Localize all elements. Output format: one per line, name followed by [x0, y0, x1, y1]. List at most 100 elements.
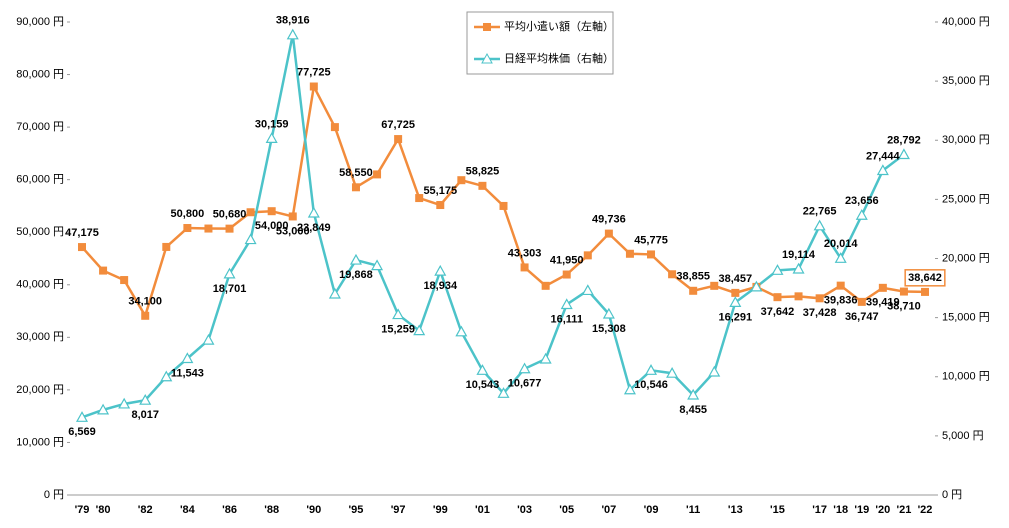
point: [246, 208, 255, 217]
x-tick-label: '20: [875, 504, 890, 516]
data-label: 53,000: [276, 225, 310, 237]
data-label: 15,259: [381, 323, 415, 335]
data-label: 6,569: [68, 426, 96, 438]
point: [773, 293, 782, 302]
point: [434, 264, 447, 276]
data-label: 10,677: [508, 378, 542, 390]
y2-tick-label: 0 円: [942, 489, 962, 501]
point: [225, 224, 234, 233]
y-tick-label: 50,000 円: [16, 226, 64, 238]
point: [899, 287, 908, 296]
point: [813, 219, 826, 231]
point: [286, 28, 299, 40]
series-line: [81, 34, 905, 419]
data-label: 22,765: [803, 206, 837, 218]
point: [99, 266, 108, 275]
x-tick-label: '15: [770, 504, 785, 516]
point: [794, 292, 803, 301]
point: [478, 181, 487, 190]
point: [668, 270, 677, 279]
x-tick-label: '82: [138, 504, 153, 516]
data-label: 50,800: [171, 208, 205, 220]
data-label: 10,543: [466, 379, 500, 391]
data-label: 19,114: [782, 249, 816, 261]
data-label: 19,868: [339, 269, 373, 281]
point: [160, 370, 173, 382]
point: [307, 206, 320, 218]
x-tick-label: '99: [433, 504, 448, 516]
y-tick-label: 90,000 円: [16, 16, 64, 28]
y-tick-label: 40,000 円: [16, 279, 64, 291]
data-label: 37,642: [761, 306, 795, 318]
data-label: 10,546: [634, 379, 668, 391]
legend-label: 日経平均株価（右軸）: [504, 51, 614, 65]
point: [162, 242, 171, 251]
data-label: 18,934: [423, 280, 458, 292]
point: [729, 296, 742, 307]
point: [857, 297, 866, 306]
data-label: 36,747: [845, 311, 879, 323]
data-label: 50,680: [213, 209, 247, 221]
point: [97, 403, 110, 415]
y2-tick-label: 10,000 円: [942, 371, 990, 383]
x-tick-label: '88: [264, 504, 279, 516]
point: [78, 243, 86, 252]
y2-tick-label: 15,000 円: [942, 312, 990, 324]
data-label: 8,017: [131, 409, 159, 421]
y-tick-label: 10,000 円: [16, 436, 64, 448]
point: [328, 287, 341, 299]
point: [394, 135, 403, 144]
point: [476, 364, 489, 375]
point: [204, 224, 213, 233]
x-tick-label: '97: [391, 504, 406, 516]
data-label: 39,419: [866, 297, 900, 309]
data-label: 16,291: [718, 311, 752, 323]
data-label: 54,000: [255, 220, 289, 232]
data-label: 8,455: [679, 404, 707, 416]
point: [518, 362, 531, 374]
point: [771, 264, 784, 275]
point: [921, 287, 929, 296]
x-tick-label: '18: [833, 504, 848, 516]
x-tick-label: '21: [896, 504, 911, 516]
legend-label: 平均小遣い額（左軸）: [504, 19, 614, 33]
data-label: 15,308: [592, 323, 626, 335]
x-tick-label: '05: [559, 504, 574, 516]
data-label: 23,849: [297, 222, 331, 234]
x-tick-label: '22: [918, 504, 933, 516]
point: [876, 164, 889, 176]
point: [181, 352, 194, 364]
point: [560, 298, 573, 310]
y-tick-label: 0 円: [44, 489, 64, 501]
point: [373, 170, 382, 179]
data-label: 11,543: [171, 367, 204, 379]
point: [647, 250, 656, 259]
point: [267, 207, 276, 216]
x-tick-label: '01: [475, 504, 490, 516]
point: [562, 270, 571, 279]
y2-tick-label: 25,000 円: [942, 193, 990, 205]
data-label: 37,428: [803, 307, 837, 319]
point: [520, 263, 529, 272]
x-tick-label: '95: [349, 504, 364, 516]
point: [581, 284, 594, 296]
point: [708, 365, 721, 377]
point: [415, 194, 424, 203]
point: [834, 252, 847, 263]
point: [455, 325, 468, 337]
point: [539, 352, 552, 364]
data-label: 41,950: [550, 254, 584, 266]
y2-tick-label: 20,000 円: [942, 252, 990, 264]
point: [750, 280, 763, 292]
x-tick-label: '86: [222, 504, 237, 516]
data-label: 45,775: [634, 234, 668, 246]
y-tick-label: 70,000 円: [16, 121, 64, 133]
label-highlight: [904, 269, 946, 287]
point: [202, 333, 215, 345]
data-label: 27,444: [866, 150, 901, 162]
data-label: 38,916: [276, 15, 310, 27]
data-label: 38,457: [718, 273, 752, 285]
data-label: 43,303: [508, 247, 542, 259]
x-tick-label: '79: [75, 504, 90, 516]
point: [371, 259, 384, 271]
